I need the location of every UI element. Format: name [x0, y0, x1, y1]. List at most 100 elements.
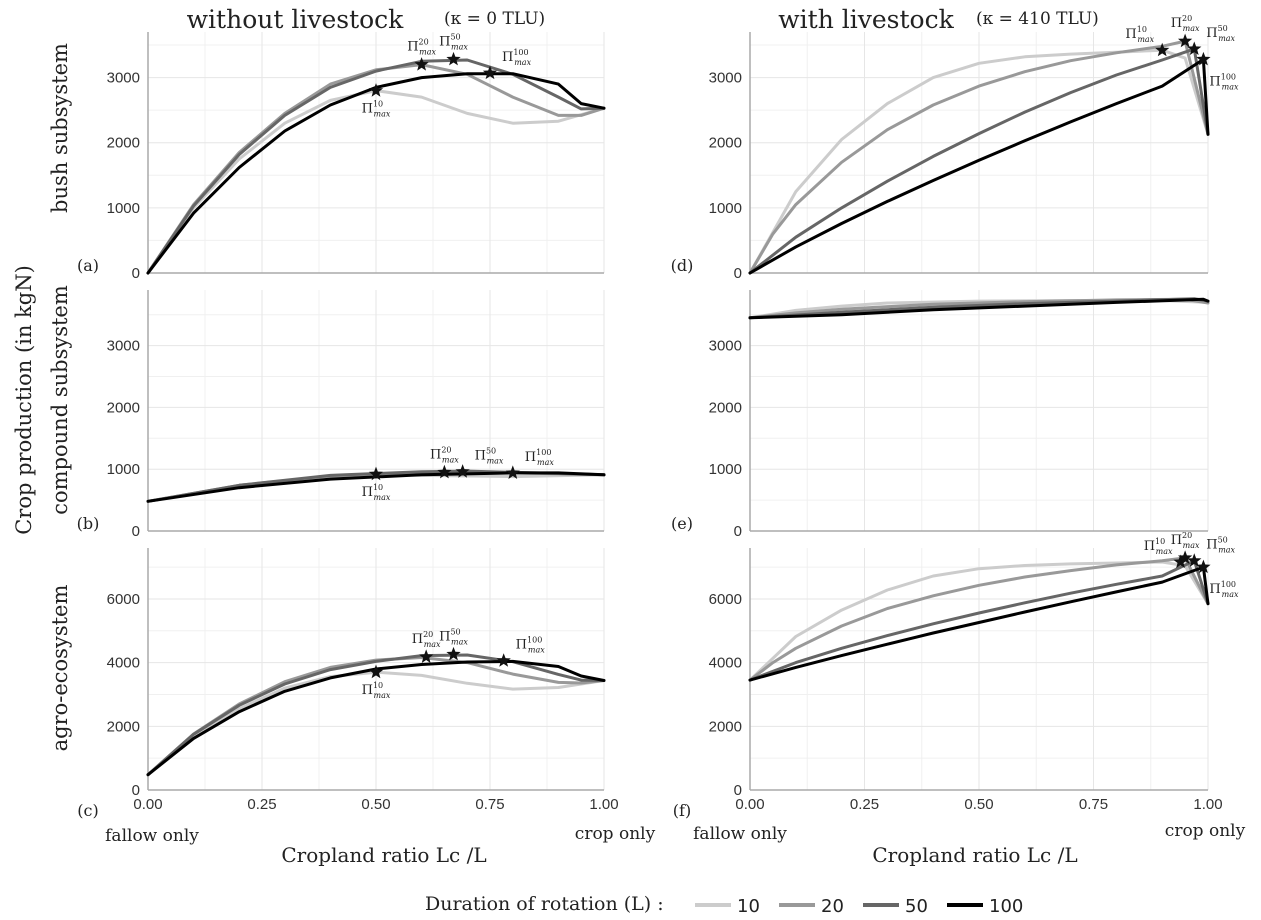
y-tick-label: 3000	[107, 70, 140, 87]
optimum-star-marker	[505, 465, 520, 479]
optimum-label: Π100 max	[1209, 72, 1239, 91]
x-tick-label: 1.00	[1193, 796, 1222, 813]
y-axis-label: Crop production (in kgN)	[12, 265, 36, 535]
optimum-star-marker	[1196, 51, 1211, 66]
x-tick-label: 0.75	[1079, 796, 1108, 813]
optimum-label: Π20 max	[430, 445, 459, 464]
panel-letter: (f)	[673, 801, 691, 820]
x-axis-label-left: Cropland ratio Lc /L	[281, 843, 486, 867]
optimum-label: Π10 max	[362, 100, 391, 119]
y-tick-label: 2000	[709, 718, 742, 735]
series-line-50	[748, 47, 1210, 275]
x-tick-label: 0.00	[735, 796, 764, 813]
x-tick-label: 0.25	[850, 796, 879, 813]
y-tick-label: 0	[734, 782, 742, 799]
series-line-50	[146, 653, 606, 777]
y-tick-label: 1000	[107, 200, 140, 217]
crop-only-right: crop only	[1165, 821, 1246, 841]
optimum-label: Π10 max	[1144, 537, 1173, 556]
legend-items: 10 20 50 100	[695, 896, 1023, 917]
panel-f: 0 2000 4000 6000 0.00 0.25 0.50 0.75 1.00 (f) Π10 m…	[673, 531, 1239, 820]
optimum-label: Π50 max	[439, 32, 468, 51]
optimum-star-marker	[437, 464, 452, 479]
optimum-label: Π100 max	[1209, 580, 1239, 599]
optimum-star-marker	[368, 466, 384, 481]
row-label-bush: bush subsystem	[48, 43, 72, 213]
panel-d: 0 1000 2000 3000 (d) Π10 max Π20 max Π50 max Π100 ma…	[671, 14, 1239, 282]
y-tick-label: 2000	[709, 135, 742, 152]
y-tick-label: 0	[132, 523, 140, 540]
optimum-label: Π100 max	[516, 636, 546, 655]
row-label-compound: compound subsystem	[48, 285, 72, 515]
series-line-20	[748, 556, 1210, 682]
legend-item-10: 10	[695, 896, 760, 917]
series-line-100	[748, 565, 1210, 682]
panel-letter: (c)	[77, 801, 98, 820]
optimum-label: Π10 max	[1125, 25, 1154, 44]
y-tick-label: 1000	[107, 461, 140, 478]
x-axis-label-right: Cropland ratio Lc /L	[872, 843, 1077, 867]
y-tick-label: 2000	[107, 718, 140, 735]
optimum-star-marker	[1155, 42, 1170, 57]
x-tick-label: 0.50	[964, 796, 993, 813]
y-tick-label: 2000	[107, 135, 140, 152]
series-line-100	[748, 57, 1210, 275]
col-param-without-livestock: (κ = 0 TLU)	[444, 9, 545, 29]
y-tick-label: 0	[132, 782, 140, 799]
legend-label: 10	[737, 896, 760, 917]
optimum-label: Π50 max	[475, 447, 504, 466]
legend-item-50: 50	[863, 896, 928, 917]
optimum-star-marker	[1187, 41, 1202, 55]
fallow-only-left: fallow only	[105, 826, 199, 846]
x-tick-label: 1.00	[589, 796, 618, 813]
optimum-label: Π100 max	[525, 448, 555, 467]
legend-item-20: 20	[779, 896, 844, 917]
optimum-star-marker	[419, 649, 434, 663]
y-tick-label: 4000	[709, 655, 742, 672]
optimum-label: Π50 max	[439, 627, 468, 646]
optimum-star-marker	[482, 65, 498, 80]
optimum-star-marker	[496, 653, 511, 667]
series-line-50	[146, 58, 606, 275]
y-tick-label: 3000	[709, 338, 742, 355]
y-tick-label: 2000	[709, 399, 742, 416]
col-param-with-livestock: (κ = 410 TLU)	[976, 9, 1099, 29]
x-tick-label: 0.00	[133, 796, 162, 813]
series-line-10	[748, 48, 1210, 275]
x-tick-label: 0.50	[361, 796, 390, 813]
optimum-label: Π20 max	[1171, 531, 1200, 550]
optimum-label: Π50 max	[1206, 536, 1235, 555]
optimum-star-marker	[1187, 553, 1202, 567]
optimum-star-marker	[1173, 554, 1188, 569]
col-title-with-livestock: with livestock	[778, 5, 954, 34]
optimum-star-marker	[1196, 559, 1211, 574]
x-tick-label: 0.25	[247, 796, 276, 813]
optimum-label: Π100 max	[502, 48, 532, 67]
optimum-star-marker	[1177, 550, 1193, 564]
optimum-label: Π10 max	[362, 681, 391, 700]
y-tick-label: 6000	[107, 591, 140, 608]
optimum-label: Π20 max	[1171, 14, 1200, 33]
panel-letter: (e)	[671, 514, 693, 533]
optimum-star-marker	[368, 664, 384, 679]
row-label-agro: agro-ecosystem	[48, 585, 72, 752]
series-line-10	[748, 560, 1210, 682]
y-tick-label: 4000	[107, 655, 140, 672]
col-title-without-livestock: without livestock	[187, 5, 405, 34]
legend-title: Duration of rotation (L) :	[425, 893, 664, 915]
y-tick-label: 0	[132, 265, 140, 282]
optimum-label: Π20 max	[407, 38, 436, 57]
panel-b: 0 1000 2000 3000 (b) Π10 max Π20 max Π50 max Π100 ma…	[77, 290, 606, 540]
series-line-100	[748, 297, 1210, 320]
x-tick-label: 0.75	[475, 796, 504, 813]
series-line-100	[146, 72, 606, 275]
panel-letter: (d)	[671, 256, 694, 275]
legend-item-100: 100	[947, 896, 1023, 917]
panel-letter: (a)	[77, 256, 99, 275]
optimum-star-marker	[414, 57, 429, 71]
series-line-100	[146, 659, 606, 777]
optimum-star-marker	[1177, 33, 1193, 48]
y-tick-label: 3000	[709, 70, 742, 87]
y-tick-label: 6000	[709, 591, 742, 608]
